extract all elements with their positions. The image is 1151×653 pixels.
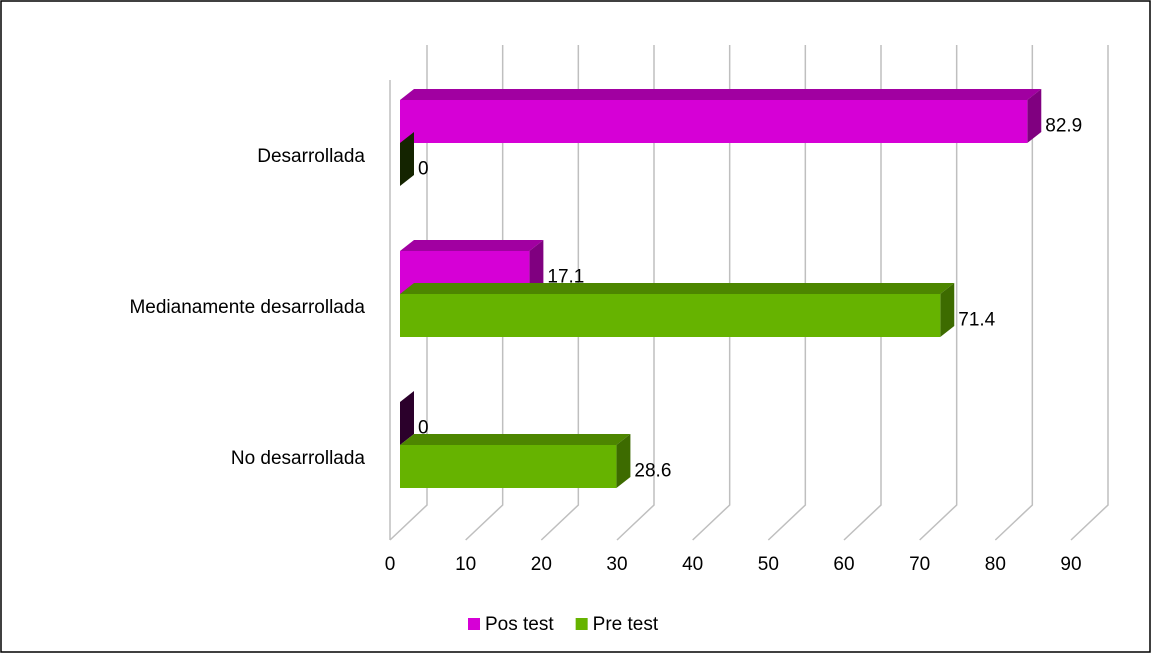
x-tick-label: 20 bbox=[531, 554, 552, 575]
category-label: No desarrollada bbox=[231, 448, 366, 469]
legend-swatch bbox=[575, 618, 588, 630]
bar bbox=[400, 294, 941, 337]
grid-line bbox=[540, 45, 580, 541]
x-tick-label: 70 bbox=[909, 554, 930, 575]
legend-label: Pre test bbox=[593, 614, 659, 635]
bar-top bbox=[400, 434, 631, 445]
x-tick-label: 0 bbox=[385, 554, 396, 575]
grid-line bbox=[843, 45, 882, 541]
data-label: 28.6 bbox=[634, 461, 671, 482]
bar bbox=[400, 445, 617, 488]
x-tick-label: 40 bbox=[682, 554, 703, 575]
grid bbox=[389, 45, 1109, 541]
bar-side bbox=[940, 283, 955, 337]
grid-line bbox=[465, 45, 504, 541]
grid-line bbox=[389, 45, 428, 541]
grid-line bbox=[994, 45, 1034, 541]
x-tick-label: 30 bbox=[606, 554, 627, 575]
bar-top bbox=[400, 240, 544, 251]
category-label: Desarrollada bbox=[257, 146, 365, 167]
grid-line bbox=[919, 45, 958, 541]
bars bbox=[400, 89, 1042, 488]
legend-label: Pos test bbox=[485, 614, 554, 635]
grid-line bbox=[616, 45, 655, 541]
grid-line bbox=[767, 45, 807, 541]
x-tick-label: 90 bbox=[1060, 554, 1081, 575]
x-tick-label: 60 bbox=[833, 554, 854, 575]
data-label: 17.1 bbox=[547, 267, 584, 288]
labels: 0 10 20 30 40 50 60 70 80 90 Desarrollada 82.9 0 Medi… bbox=[129, 116, 1082, 636]
data-label: 0 bbox=[418, 159, 429, 180]
legend-swatch bbox=[468, 618, 480, 630]
grid-line bbox=[1070, 45, 1109, 541]
bar-side bbox=[529, 240, 544, 294]
x-tick-label: 10 bbox=[455, 554, 476, 575]
bar-side bbox=[1027, 89, 1042, 143]
bar-side bbox=[400, 132, 414, 186]
x-tick-label: 50 bbox=[758, 554, 779, 575]
bar bbox=[400, 100, 1028, 143]
bar-side bbox=[400, 391, 414, 445]
bar-top bbox=[400, 283, 955, 294]
data-label: 82.9 bbox=[1045, 116, 1082, 137]
data-label: 71.4 bbox=[958, 310, 995, 331]
grid-line bbox=[692, 45, 731, 541]
bar-top bbox=[400, 89, 1042, 100]
bar-side bbox=[616, 434, 631, 488]
data-label: 0 bbox=[418, 418, 429, 439]
x-tick-label: 80 bbox=[985, 554, 1006, 575]
category-label: Medianamente desarrollada bbox=[129, 297, 365, 318]
